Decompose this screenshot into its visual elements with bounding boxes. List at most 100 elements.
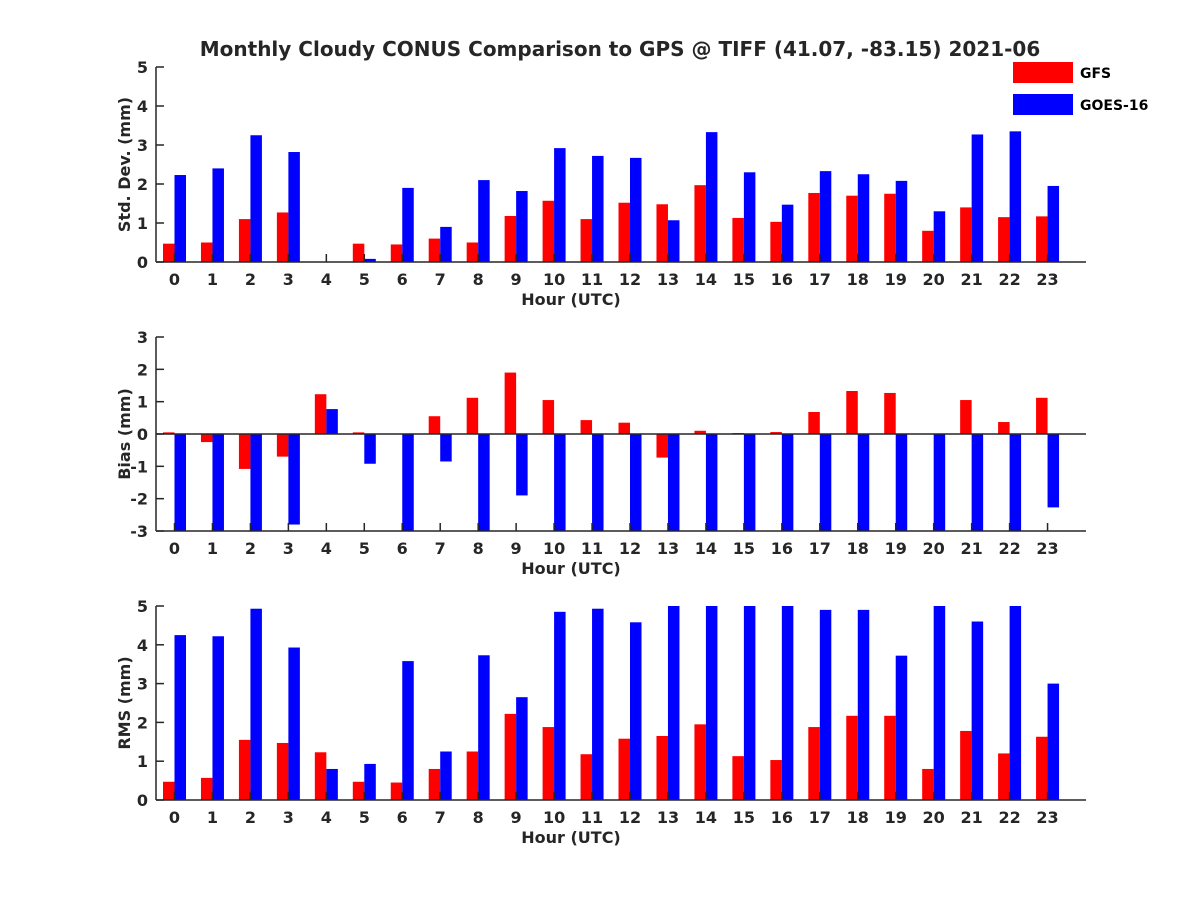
bar-gfs-hour-12 (618, 422, 631, 434)
bar-gfs-hour-1 (200, 242, 213, 262)
x-tick-label: 17 (809, 808, 831, 827)
y-tick-label: 1 (137, 393, 148, 412)
bar-gfs-hour-21 (960, 730, 972, 800)
x-tick-label: 13 (657, 270, 679, 289)
bar-goes-16-hour-2 (250, 434, 262, 531)
bar-gfs-hour-2 (238, 434, 251, 469)
y-tick-label: -3 (130, 522, 148, 541)
bar-gfs-hour-17 (808, 192, 820, 262)
y-tick-label: 4 (137, 97, 148, 116)
bar-gfs-hour-13 (656, 434, 668, 458)
x-tick-label: 20 (923, 808, 945, 827)
bar-goes-16-hour-5 (364, 434, 376, 464)
x-tick-label: 4 (321, 539, 332, 558)
bar-gfs-hour-2 (238, 219, 251, 262)
bar-gfs-hour-15 (732, 217, 744, 262)
x-tick-label: 10 (543, 539, 565, 558)
x-tick-label: 21 (961, 808, 983, 827)
bar-gfs-hour-5 (352, 243, 365, 262)
x-tick-label: 6 (397, 270, 408, 289)
bar-goes-16-hour-5 (364, 763, 376, 800)
y-tick-label: 5 (137, 597, 148, 616)
bar-gfs-hour-13 (656, 204, 668, 262)
x-tick-label: 3 (283, 808, 294, 827)
bar-goes-16-hour-8 (478, 180, 490, 262)
y-tick-label: 1 (137, 214, 148, 233)
bar-gfs-hour-6 (390, 244, 403, 262)
x-tick-label: 1 (207, 270, 218, 289)
y-tick-label: 5 (137, 58, 148, 77)
x-tick-label: 10 (543, 270, 565, 289)
bar-goes-16-hour-5 (364, 258, 376, 262)
bar-goes-16-hour-11 (592, 434, 604, 531)
bar-goes-16-hour-0 (174, 175, 186, 262)
y-axis-label: RMS (mm) (115, 656, 134, 749)
x-axis-label: Hour (UTC) (521, 559, 621, 578)
x-tick-label: 1 (207, 808, 218, 827)
bar-gfs-hour-10 (542, 200, 555, 262)
legend-label-goes-16: GOES-16 (1080, 98, 1148, 114)
bar-goes-16-hour-15 (743, 172, 756, 262)
bar-goes-16-hour-14 (705, 606, 718, 800)
x-tick-label: 23 (1036, 808, 1058, 827)
y-tick-label: 2 (137, 360, 148, 379)
bar-goes-16-hour-13 (667, 434, 680, 531)
bar-goes-16-hour-12 (630, 622, 642, 800)
bar-gfs-hour-3 (276, 742, 289, 800)
x-tick-label: 14 (695, 808, 717, 827)
x-tick-label: 17 (809, 270, 831, 289)
bar-gfs-hour-9 (504, 215, 517, 262)
bar-goes-16-hour-3 (288, 647, 300, 800)
bar-goes-16-hour-17 (819, 171, 832, 262)
bar-goes-16-hour-14 (705, 132, 718, 262)
bar-goes-16-hour-2 (250, 608, 262, 800)
x-tick-label: 15 (733, 808, 755, 827)
bar-goes-16-hour-8 (478, 434, 490, 531)
bar-goes-16-hour-1 (212, 434, 224, 531)
legend-swatch-goes-16 (1013, 94, 1073, 115)
legend-label-gfs: GFS (1080, 66, 1111, 82)
bar-goes-16-hour-14 (705, 434, 718, 531)
bar-gfs-hour-17 (808, 412, 820, 434)
bar-gfs-hour-2 (238, 739, 251, 800)
y-tick-label: 1 (137, 752, 148, 771)
bar-gfs-hour-20 (922, 230, 934, 262)
x-tick-label: 1 (207, 539, 218, 558)
x-tick-label: 22 (998, 270, 1020, 289)
bar-gfs-hour-13 (656, 735, 668, 800)
y-axis-label: Std. Dev. (mm) (115, 97, 134, 232)
bar-goes-16-hour-0 (174, 635, 186, 800)
bar-gfs-hour-20 (922, 768, 934, 800)
x-tick-label: 9 (511, 808, 522, 827)
x-tick-label: 14 (695, 539, 717, 558)
bar-gfs-hour-23 (1036, 736, 1048, 800)
x-tick-label: 22 (998, 808, 1020, 827)
x-tick-label: 16 (771, 539, 793, 558)
y-tick-label: 2 (137, 175, 148, 194)
bar-gfs-hour-18 (846, 715, 858, 800)
x-tick-label: 6 (397, 808, 408, 827)
bar-goes-16-hour-19 (895, 180, 908, 262)
bar-goes-16-hour-21 (971, 434, 984, 531)
bar-goes-16-hour-10 (554, 148, 566, 262)
bar-goes-16-hour-13 (667, 606, 680, 800)
x-tick-label: 9 (511, 270, 522, 289)
bar-gfs-hour-8 (466, 397, 479, 434)
x-tick-label: 10 (543, 808, 565, 827)
bar-goes-16-hour-4 (326, 409, 338, 434)
y-tick-label: 3 (137, 328, 148, 347)
bar-goes-16-hour-15 (743, 434, 756, 531)
x-tick-label: 13 (657, 808, 679, 827)
bar-gfs-hour-11 (580, 420, 593, 434)
x-tick-label: 20 (923, 270, 945, 289)
y-tick-label: -1 (130, 457, 148, 476)
x-tick-label: 11 (581, 270, 603, 289)
x-tick-label: 4 (321, 808, 332, 827)
